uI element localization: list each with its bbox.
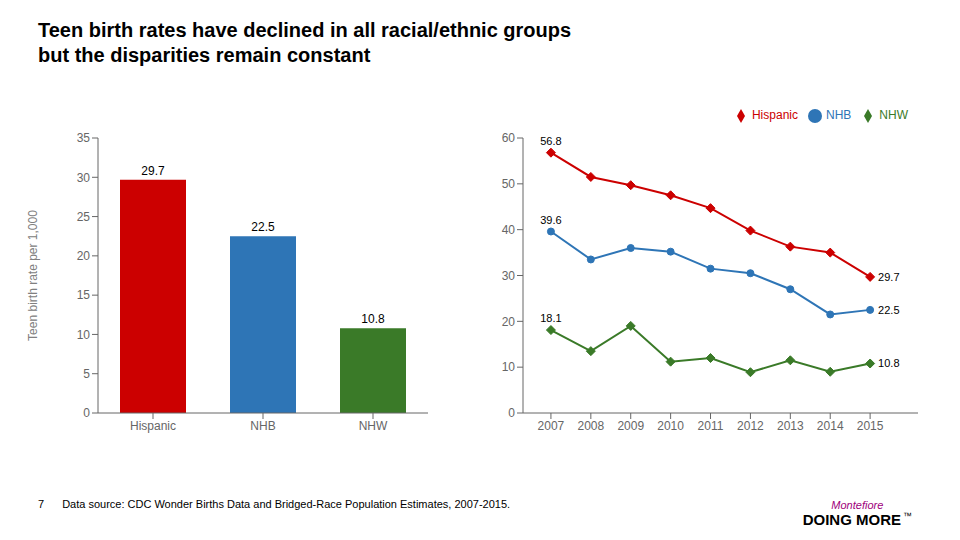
svg-text:25: 25: [77, 210, 91, 224]
html-text:Montefiore: Montefiore: [831, 499, 884, 511]
svg-text:29.7: 29.7: [878, 271, 899, 283]
html-text:Data source: CDC Wonder Births: Data source: CDC Wonder Births Data and …: [62, 498, 511, 510]
svg-text:Teen birth rate per 1,000: Teen birth rate per 1,000: [26, 210, 40, 341]
svg-text:0: 0: [83, 406, 90, 420]
html-text:NHB: NHB: [826, 108, 852, 122]
svg-text:40: 40: [502, 223, 516, 237]
svg-text:2010: 2010: [657, 419, 684, 433]
svg-text:10: 10: [77, 328, 91, 342]
svg-text:Hispanic: Hispanic: [130, 419, 176, 433]
svg-text:35: 35: [77, 131, 91, 145]
svg-text:2008: 2008: [577, 419, 604, 433]
svg-text:2009: 2009: [617, 419, 644, 433]
svg-text:50: 50: [502, 177, 516, 191]
svg-text:10.8: 10.8: [361, 312, 385, 326]
svg-text:56.8: 56.8: [540, 135, 561, 147]
svg-text:20: 20: [77, 249, 91, 263]
html-text:Teen birth rates have declined: Teen birth rates have declined in all ra…: [38, 19, 572, 41]
svg-text:2011: 2011: [698, 419, 724, 433]
svg-text:2012: 2012: [737, 419, 764, 433]
svg-text:22.5: 22.5: [251, 220, 275, 234]
svg-text:39.6: 39.6: [540, 214, 561, 226]
html-text:Hispanic: Hispanic: [752, 108, 798, 122]
svg-text:0: 0: [508, 406, 515, 420]
svg-text:2013: 2013: [777, 419, 804, 433]
svg-text:30: 30: [77, 171, 91, 185]
html-text:NHW: NHW: [879, 108, 908, 122]
svg-text:10.8: 10.8: [878, 357, 899, 369]
svg-text:60: 60: [502, 131, 516, 145]
svg-text:NHW: NHW: [359, 419, 388, 433]
svg-text:30: 30: [502, 269, 516, 283]
svg-text:NHB: NHB: [250, 419, 275, 433]
svg-text:5: 5: [83, 367, 90, 381]
svg-text:10: 10: [502, 360, 516, 374]
svg-text:2015: 2015: [857, 419, 884, 433]
svg-text:2007: 2007: [538, 419, 565, 433]
svg-text:29.7: 29.7: [141, 164, 165, 178]
svg-text:20: 20: [502, 315, 516, 329]
svg-text:22.5: 22.5: [878, 304, 899, 316]
html-text:DOING MORE™: DOING MORE™: [802, 511, 912, 528]
svg-text:18.1: 18.1: [540, 312, 561, 324]
svg-text:15: 15: [77, 288, 91, 302]
html-text:7: 7: [38, 498, 45, 510]
html-text:but the disparities remain con: but the disparities remain constant: [38, 44, 371, 66]
svg-text:2014: 2014: [817, 419, 844, 433]
